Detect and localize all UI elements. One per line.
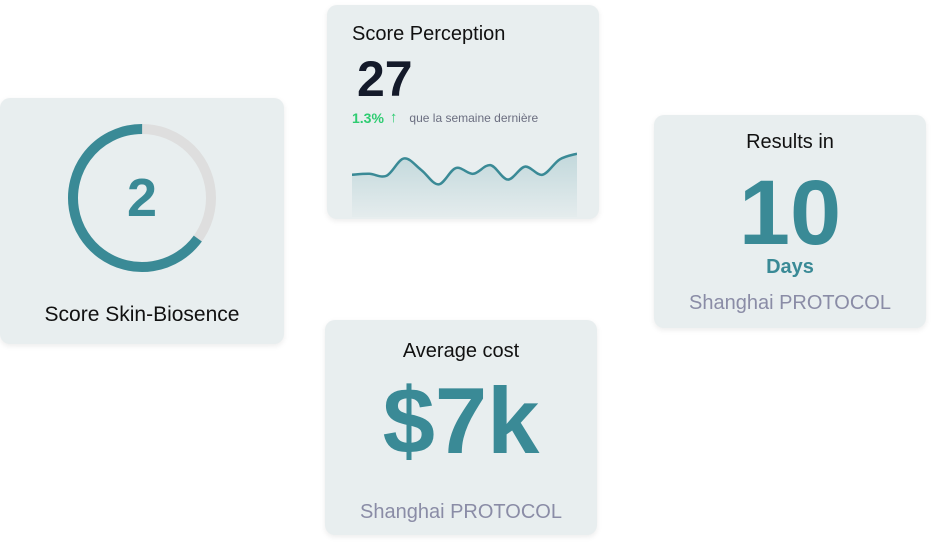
results-unit: Days: [766, 256, 814, 278]
results-value: 10: [738, 162, 842, 264]
cost-title: Average cost: [402, 340, 520, 362]
cost-value: $7k: [382, 368, 540, 473]
perception-note: que la semaine dernière: [409, 110, 539, 125]
perception-value: 27: [357, 51, 413, 107]
cost-card: Average cost $7k Shanghai PROTOCOL: [325, 320, 597, 535]
results-footer: Shanghai PROTOCOL: [689, 292, 891, 314]
skin-score-card: 2 Score Skin-Biosence: [0, 98, 284, 344]
perception-change-row: 1.3% ↑ que la semaine dernière: [352, 109, 538, 126]
perception-title: Score Perception: [352, 23, 506, 45]
results-title: Results in: [746, 131, 834, 153]
perception-change: 1.3%: [352, 109, 384, 126]
ring-progress: [68, 124, 216, 272]
sparkline-line: [352, 152, 577, 186]
results-card: Results in 10 Days Shanghai PROTOCOL: [654, 115, 926, 328]
score-ring-gauge: [68, 124, 216, 272]
skin-score-value: 2: [126, 168, 158, 228]
sparkline-area: [352, 153, 577, 217]
skin-score-label: Score Skin-Biosence: [44, 303, 240, 326]
arrow-up-icon: ↑: [389, 109, 398, 126]
perception-sparkline: [352, 152, 577, 217]
perception-card: Score Perception 27 1.3% ↑ que la semain…: [327, 5, 599, 219]
cost-footer: Shanghai PROTOCOL: [360, 501, 562, 523]
